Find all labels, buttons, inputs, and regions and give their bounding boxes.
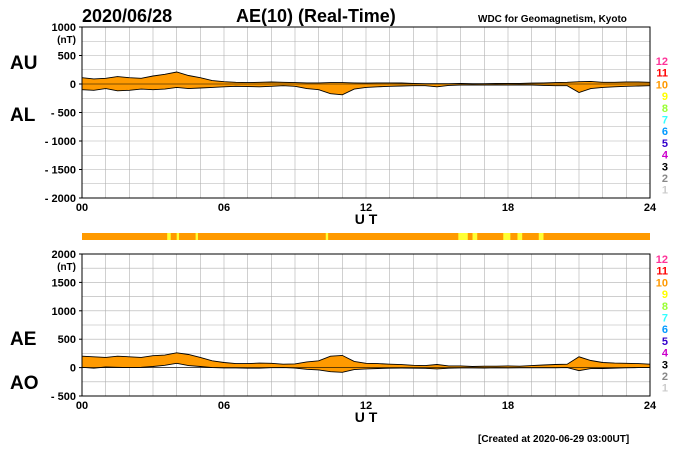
chart-source: WDC for Geomagnetism, Kyoto: [478, 14, 627, 25]
y-tick-label: - 1500: [45, 165, 76, 177]
panel-label-ae: AE: [10, 329, 36, 350]
station-bar-segment: [167, 233, 171, 240]
panel-label-ao: AO: [10, 373, 39, 394]
station-count-bar: [82, 233, 650, 240]
ae-ao-panel: 2000 1500 1000 500 0 - 500 (nT) 00 06 12 18 24 U T AE…: [10, 249, 657, 425]
station-legend-item: 10: [656, 79, 668, 91]
x-tick-label: 24: [644, 202, 657, 214]
chart-title: AE(10) (Real-Time): [236, 6, 396, 26]
y-tick-label: 1000: [52, 306, 76, 318]
y-tick-label: 500: [58, 51, 76, 63]
station-legend-item: 8: [662, 301, 668, 313]
x-tick-label: 12: [360, 202, 372, 214]
station-legend-item: 3: [662, 161, 668, 173]
station-legend-item: 3: [662, 359, 668, 371]
station-bar-segment: [517, 233, 523, 240]
y-tick-label: 0: [70, 79, 76, 91]
station-bar-segment: [472, 233, 478, 240]
y-tick-label: - 2000: [45, 193, 76, 205]
series-line-ae: [81, 352, 651, 367]
station-legend-item: 1: [662, 383, 668, 395]
station-legend-item: 4: [662, 150, 669, 162]
station-legend-item: 11: [656, 266, 668, 278]
station-legend-item: 1: [662, 185, 668, 197]
y-tick-label: - 500: [51, 391, 76, 403]
chart-date: 2020/06/28: [82, 6, 172, 26]
station-legend-item: 5: [662, 138, 668, 150]
station-legend-item: 10: [656, 277, 668, 289]
station-legend-item: 12: [656, 56, 668, 68]
y-tick-label: 1000: [52, 22, 76, 34]
station-bar-segment: [325, 233, 329, 240]
station-legend-item: 12: [656, 254, 668, 266]
y-unit-label: (nT): [57, 35, 76, 46]
y-tick-label: 2000: [52, 249, 76, 261]
station-bar-segment: [458, 233, 468, 240]
station-legend-item: 2: [662, 371, 668, 383]
station-legend-item: 9: [662, 289, 668, 301]
panel-label-au: AU: [10, 53, 37, 74]
station-legend-item: 2: [662, 173, 668, 185]
x-tick-label: 18: [502, 400, 514, 412]
station-bar-segment: [195, 233, 198, 240]
x-tick-label: 18: [502, 202, 514, 214]
station-bar-segment: [176, 233, 180, 240]
station-legend-item: 4: [662, 348, 669, 360]
x-tick-label: 06: [218, 202, 230, 214]
x-tick-label: 12: [360, 400, 372, 412]
y-tick-label: 0: [70, 363, 76, 375]
series-line-al: [81, 84, 651, 96]
station-bar-segment: [538, 233, 544, 240]
y-tick-label: 1500: [52, 277, 76, 289]
series-line-au: [81, 71, 651, 85]
y-tick-label: - 1000: [45, 136, 76, 148]
station-bar-segment: [503, 233, 511, 240]
created-timestamp: [Created at 2020-06-29 03:00UT]: [478, 434, 629, 445]
panel-label-al: AL: [10, 105, 36, 126]
plot-frame: [81, 253, 651, 397]
x-axis-label: U T: [355, 211, 378, 227]
station-legend-item: 8: [662, 103, 668, 115]
x-tick-label: 00: [76, 202, 88, 214]
station-legend-item: 5: [662, 336, 668, 348]
station-bar-base: [82, 233, 650, 240]
y-tick-label: - 500: [51, 108, 76, 120]
y-tick-label: 500: [58, 334, 76, 346]
station-legend-item: 6: [662, 126, 668, 138]
au-al-panel: 1000 500 0 - 500 - 1000 - 1500 - 2000 (nT) 00 06 1…: [10, 22, 657, 227]
x-axis-label: U T: [355, 409, 378, 425]
y-unit-label: (nT): [57, 262, 76, 273]
station-legend-item: 11: [656, 68, 668, 80]
station-legend-item: 6: [662, 324, 668, 336]
x-tick-label: 06: [218, 400, 230, 412]
x-tick-label: 00: [76, 400, 88, 412]
x-tick-label: 24: [644, 400, 657, 412]
station-legend-item: 7: [662, 115, 668, 127]
station-legend-item: 7: [662, 313, 668, 325]
station-legend-item: 9: [662, 91, 668, 103]
